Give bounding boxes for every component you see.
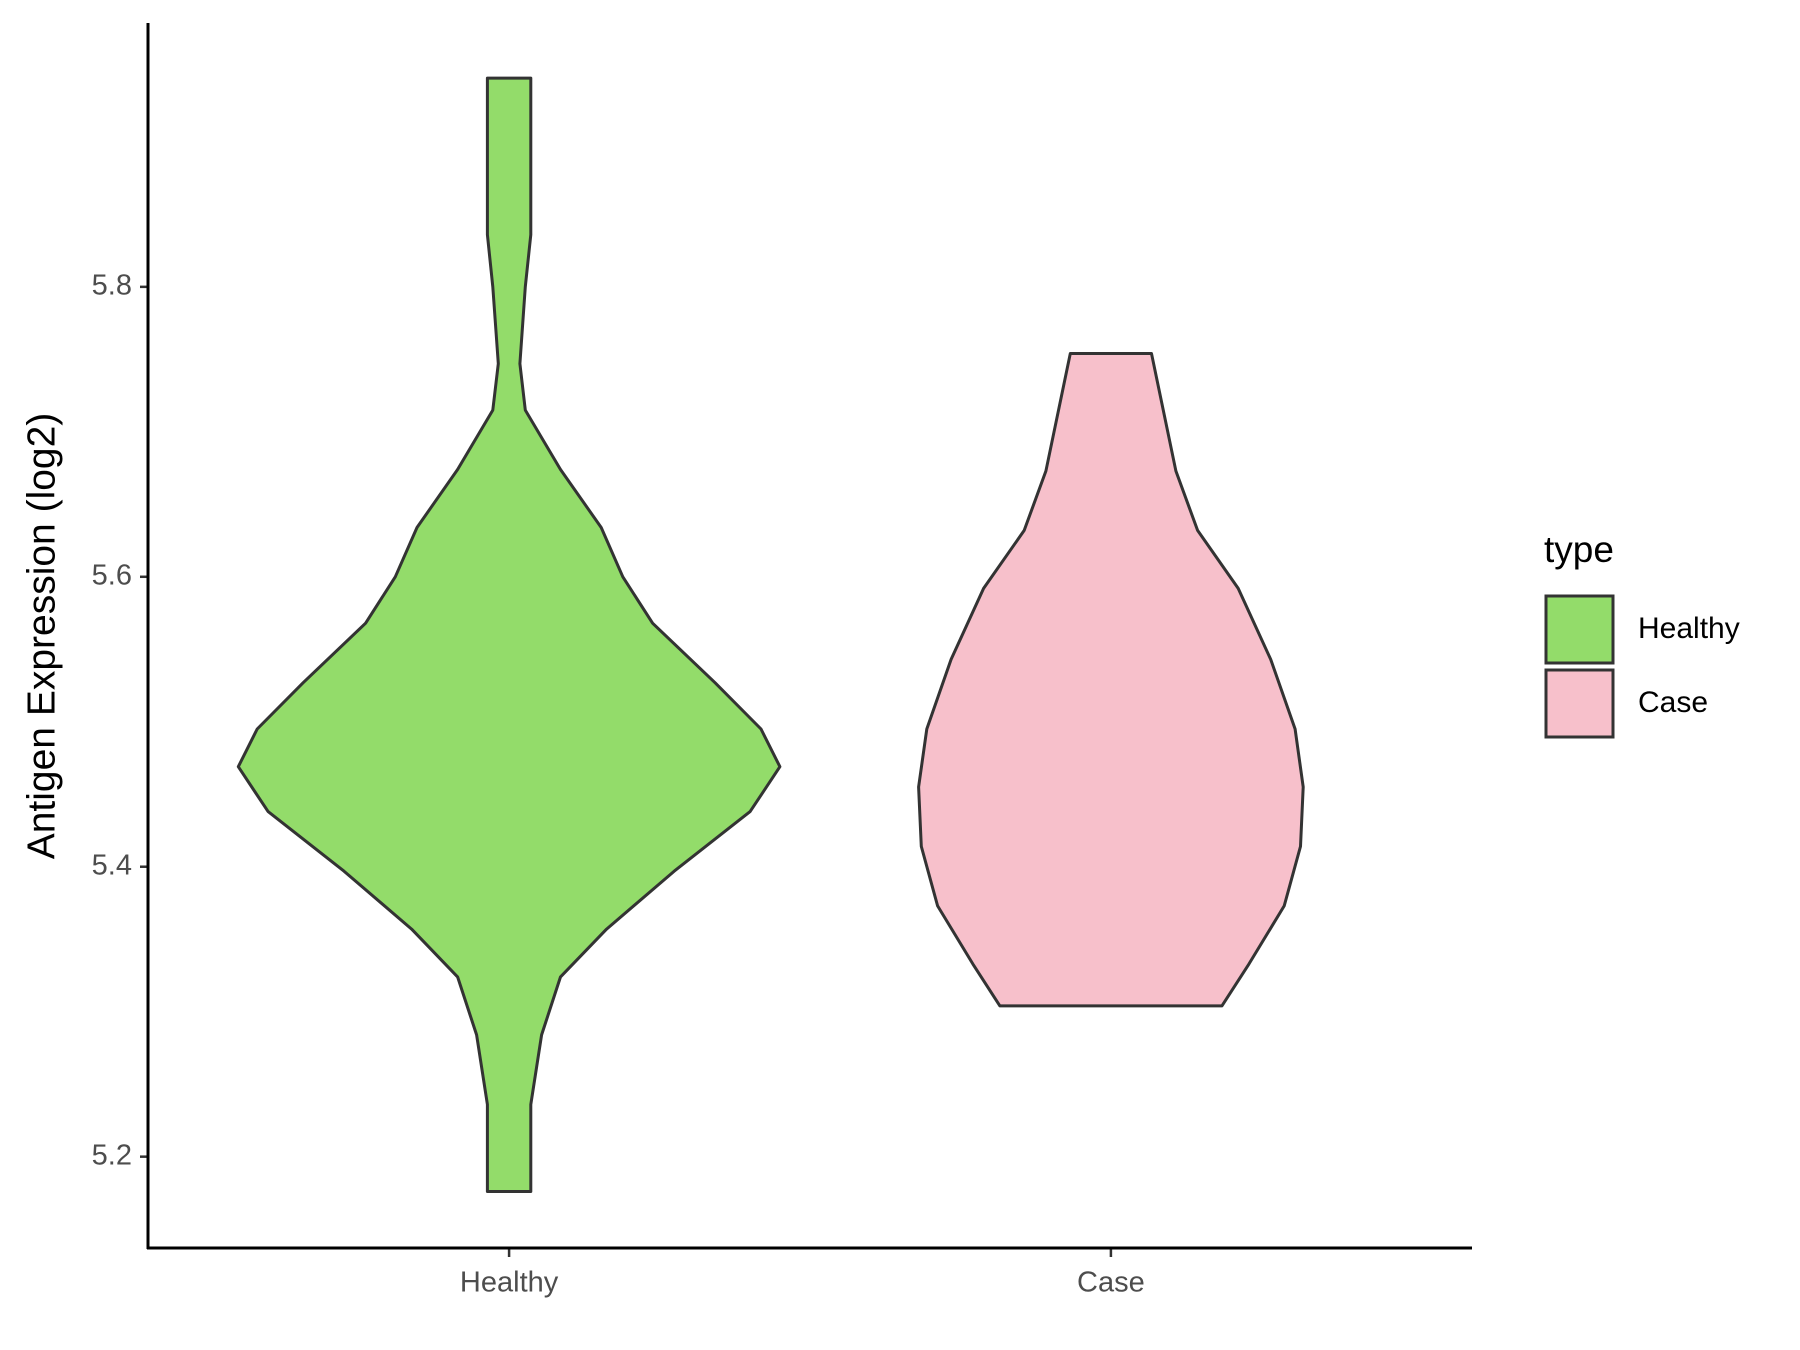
- violin: [917, 352, 1305, 1008]
- violin: [236, 76, 782, 1193]
- y-tick-label: 5.4: [92, 849, 132, 881]
- y-tick-label: 5.8: [92, 270, 132, 302]
- legend-label: Case: [1638, 686, 1708, 719]
- x-tick-label: Case: [1077, 1267, 1145, 1299]
- legend-key: [1544, 668, 1615, 739]
- legend-label: Healthy: [1638, 612, 1740, 645]
- y-axis-title: Antigen Expression (log2): [20, 413, 63, 860]
- legend-title: type: [1544, 529, 1614, 570]
- y-tick-label: 5.2: [92, 1139, 132, 1171]
- x-tick-label: Healthy: [460, 1267, 559, 1299]
- legend-key: [1544, 594, 1615, 665]
- y-tick-label: 5.6: [92, 559, 132, 591]
